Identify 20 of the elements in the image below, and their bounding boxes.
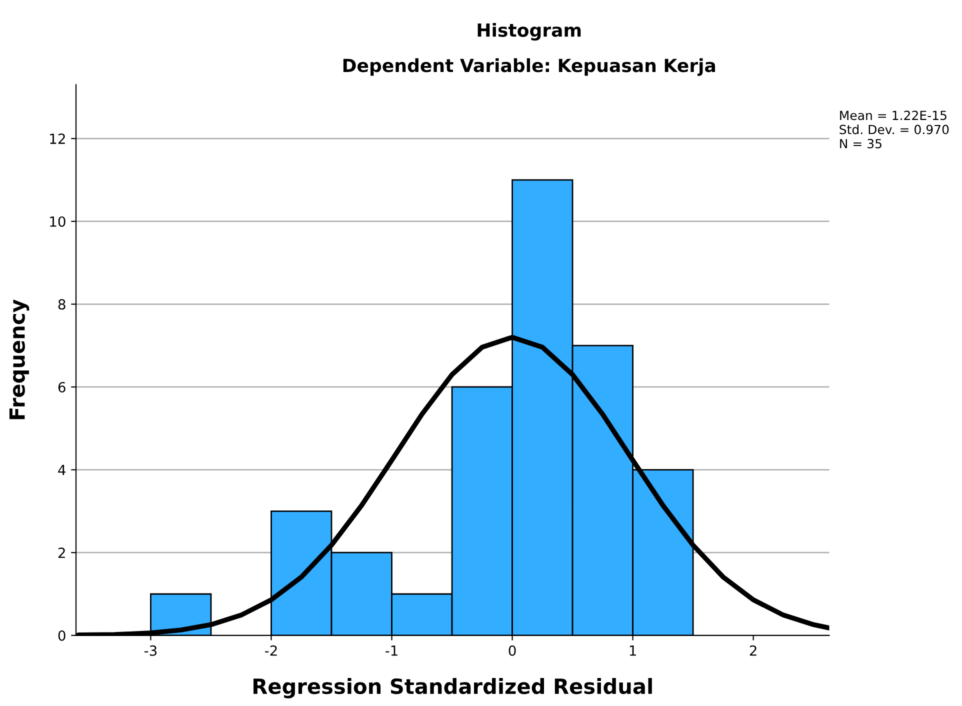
y-tick-label: 2 [58, 548, 65, 558]
y-axis-title: Frequency [9, 299, 30, 420]
y-tick-label: 0 [58, 630, 66, 641]
text: Mean = 1.22E-15 [840, 110, 946, 120]
y-tick-label: 8 [58, 299, 66, 310]
x-tick-label: 0 [508, 645, 516, 656]
chart-subtitle: Dependent Variable: Kepuasan Kerja [343, 58, 716, 76]
y-tick-label: 12 [50, 134, 65, 144]
text: Std. Dev. = 0.970 [840, 124, 949, 134]
x-tick-label: 2 [750, 645, 756, 656]
x-tick-label: 1 [630, 646, 636, 656]
y-tick-label: 4 [58, 464, 66, 476]
x-tick-label: -3 [144, 645, 157, 656]
text: N = 35 [840, 138, 882, 148]
y-tick-label: 10 [50, 216, 66, 227]
x-axis-title: Regression Standardized Residual [254, 678, 652, 698]
x-tick-label: -1 [386, 646, 398, 656]
chart-title: Histogram [478, 22, 581, 41]
x-tick-label: -2 [264, 645, 277, 656]
y-tick-label: 6 [58, 382, 66, 392]
